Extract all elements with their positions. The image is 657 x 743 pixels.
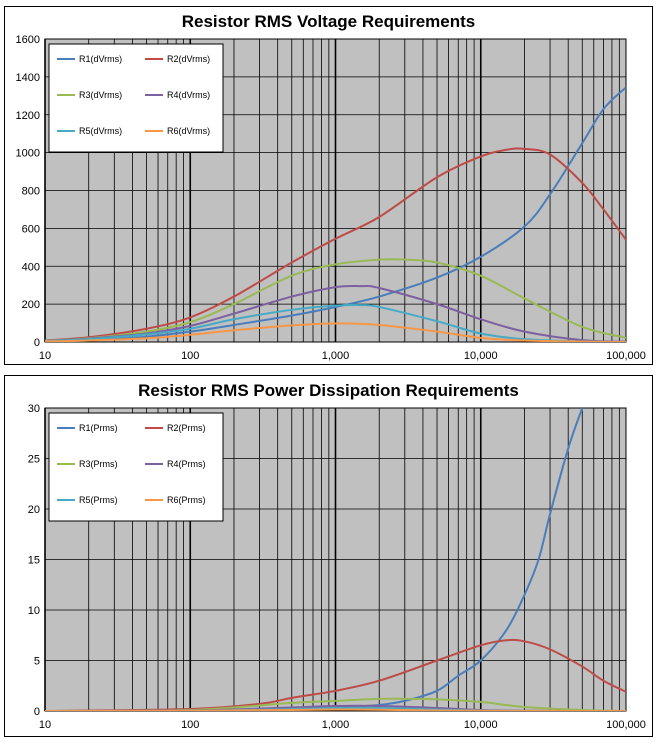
x-tick-label: 100,000: [606, 719, 646, 731]
series-line-r6-dvrms-: [45, 322, 626, 342]
chart-title: Resistor RMS Voltage Requirements: [181, 12, 476, 31]
series-group: [45, 86, 626, 342]
chart-title: Resistor RMS Power Dissipation Requireme…: [138, 381, 519, 400]
x-tick-label: 1,000: [322, 719, 350, 731]
legend-label: R4(Prms): [167, 459, 206, 469]
x-tick-label: 100: [181, 350, 199, 362]
legend-label: R1(Prms): [79, 423, 118, 433]
series-line-r4-dvrms-: [45, 284, 626, 342]
x-tick-label: 10,000: [464, 719, 498, 731]
series-line-r2-dvrms-: [45, 147, 626, 342]
power-chart-svg: 0 5 10 15 20 25 30 10 100 1,000 10,000 100,000 R1(Pr…: [28, 403, 646, 731]
series-line-r2-prms-: [45, 638, 626, 711]
y-tick-label: 1200: [16, 110, 40, 122]
x-tick-label: 10,000: [464, 350, 498, 362]
series-line-r3-prms-: [45, 697, 626, 711]
y-tick-label: 1600: [16, 34, 40, 46]
x-tick-label: 100,000: [606, 350, 646, 362]
legend-label: R2(Prms): [167, 423, 206, 433]
y-tick-label: 15: [28, 555, 40, 567]
legend-label: R3(dVrms): [79, 90, 122, 100]
legend: [48, 412, 224, 522]
legend-label: R5(dVrms): [79, 126, 122, 136]
x-tick-label: 100: [181, 719, 199, 731]
y-tick-label: 400: [22, 261, 40, 273]
y-tick-label: 10: [28, 605, 40, 617]
series-line-r6-prms-: [45, 708, 626, 711]
legend-label: R1(dVrms): [79, 54, 122, 64]
series-group: [45, 408, 626, 711]
y-tick-label: 800: [22, 186, 40, 198]
plot-border: [44, 407, 627, 712]
y-tick-label: 1000: [16, 148, 40, 160]
series-line-r5-dvrms-: [45, 303, 626, 342]
voltage-chart-svg: 0 200 400 600 800 1000 1200 1400 1600 10 100 1,000 1…: [16, 34, 646, 362]
legend-label: R5(Prms): [79, 495, 118, 505]
y-tick-label: 20: [28, 504, 40, 516]
legend-label: R4(dVrms): [167, 90, 210, 100]
legend-label: R6(Prms): [167, 495, 206, 505]
y-tick-label: 25: [28, 454, 40, 466]
y-tick-label: 600: [22, 223, 40, 235]
legend-label: R2(dVrms): [167, 54, 210, 64]
legend-label: R3(Prms): [79, 459, 118, 469]
power-chart-panel: Resistor RMS Power Dissipation Requireme…: [4, 375, 653, 737]
series-line-r1-dvrms-: [45, 86, 626, 342]
legend-label: R6(dVrms): [167, 126, 210, 136]
y-tick-label: 200: [22, 299, 40, 311]
x-tick-label: 10: [39, 719, 51, 731]
plot-border: [44, 38, 627, 343]
x-tick-label: 1,000: [322, 350, 350, 362]
voltage-chart-panel: Resistor RMS Voltage Requirements 0 200 40…: [4, 6, 653, 365]
y-tick-label: 30: [28, 403, 40, 415]
y-tick-label: 5: [34, 656, 40, 668]
y-tick-label: 0: [34, 337, 40, 349]
x-tick-label: 10: [39, 350, 51, 362]
series-line-r3-dvrms-: [45, 258, 626, 342]
y-tick-label: 1400: [16, 72, 40, 84]
legend: [48, 43, 224, 153]
y-tick-label: 0: [34, 706, 40, 718]
